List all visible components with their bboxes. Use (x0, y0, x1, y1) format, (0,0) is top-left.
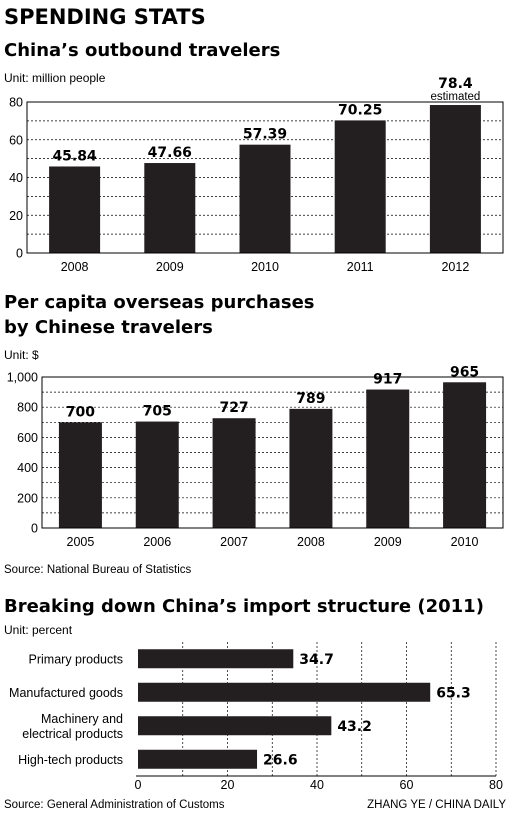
bar (138, 716, 332, 736)
x-tick-label: 2012 (441, 260, 469, 274)
chart2-plot-frame (41, 376, 504, 529)
x-tick-label: 2010 (451, 535, 479, 549)
bar (138, 682, 431, 702)
y-tick-label: 400 (17, 461, 38, 475)
data-label: 789 (296, 391, 325, 407)
data-label: 705 (143, 404, 172, 420)
data-label: 70.25 (338, 102, 382, 118)
chart3-bars (138, 649, 431, 769)
bar (138, 649, 294, 669)
x-tick-label: 2006 (143, 535, 171, 549)
data-label: 78.4 (438, 76, 473, 92)
bar (144, 163, 196, 253)
y-tick-label: 600 (17, 431, 38, 445)
chart1-value-labels: 45.84 47.66 57.39 70.25 78.4 (52, 76, 472, 164)
x-tick-label: 2009 (374, 535, 402, 549)
data-label: 917 (373, 372, 402, 388)
bar (443, 382, 487, 528)
data-label: 700 (66, 404, 95, 420)
x-tick-label: 2009 (156, 260, 184, 274)
data-label: 47.66 (148, 145, 192, 161)
x-tick-label: 0 (135, 778, 142, 792)
category-label: Primary products (29, 652, 123, 666)
chart3-category-labels: Primary products Manufactured goods Machin… (9, 652, 123, 767)
x-tick-label: 2008 (297, 535, 325, 549)
import-structure-chart: Breaking down China’s import structure (… (4, 596, 503, 811)
x-tick-label: 2011 (347, 260, 374, 274)
y-tick-label: 40 (9, 171, 23, 185)
data-label: 727 (219, 400, 248, 416)
category-label: Machinery and (41, 712, 123, 726)
y-tick-label: 0 (16, 247, 23, 261)
chart2-tick-labels: 0 200 400 600 800 1,000 2005 2006 2007 2008 2009 20… (7, 371, 479, 550)
bar (289, 408, 333, 528)
data-label: 26.6 (263, 752, 298, 768)
chart3-unit: Unit: percent (4, 623, 73, 637)
category-label: electrical products (22, 727, 123, 741)
x-tick-label: 60 (400, 778, 414, 792)
chart1-bars (49, 105, 481, 254)
chart1-unit: Unit: million people (4, 71, 106, 85)
y-tick-label: 200 (17, 491, 38, 505)
data-label: 57.39 (243, 127, 287, 143)
x-tick-label: 2010 (251, 260, 279, 274)
data-label: 43.2 (337, 719, 372, 735)
per-capita-purchases-chart: Per capita overseas purchases by Chinese… (4, 292, 504, 576)
chart2-title-line-2: by Chinese travelers (4, 317, 213, 338)
y-tick-label: 1,000 (7, 371, 38, 385)
x-tick-label: 80 (489, 778, 503, 792)
x-tick-label: 20 (221, 778, 235, 792)
bar (49, 166, 101, 253)
bar (212, 418, 256, 528)
x-tick-label: 2005 (67, 535, 95, 549)
data-label: 65.3 (436, 685, 471, 701)
x-tick-label: 2008 (61, 260, 89, 274)
chart2-source: Source: National Bureau of Statistics (4, 564, 192, 576)
bar (429, 105, 481, 254)
bar (135, 421, 179, 528)
chart3-title: Breaking down China’s import structure (… (4, 596, 484, 617)
page-title: SPENDING STATS (4, 5, 206, 29)
bar (334, 120, 386, 253)
chart2-title-line-1: Per capita overseas purchases (4, 292, 315, 313)
chart3-tick-labels: 0 20 40 60 80 (135, 778, 503, 792)
y-tick-label: 60 (9, 133, 23, 147)
chart1-tick-labels: 0 20 40 60 80 2008 2009 2010 2011 2012 (9, 96, 469, 275)
category-label: Manufactured goods (9, 686, 123, 700)
chart3-value-labels: 34.7 65.3 43.2 26.6 (263, 652, 471, 769)
outbound-travelers-chart: China’s outbound travelers Unit: million… (4, 40, 504, 275)
chart2-unit: Unit: $ (4, 348, 39, 362)
data-label: 34.7 (299, 652, 334, 668)
bar (239, 144, 291, 253)
data-label: 965 (450, 364, 479, 380)
y-tick-label: 800 (17, 401, 38, 415)
chart3-source: Source: General Administration of Custom… (4, 799, 225, 811)
chart1-estimated-note: estimated (430, 91, 480, 103)
chart1-title: China’s outbound travelers (4, 40, 280, 61)
chart1-plot-frame (26, 101, 504, 254)
x-tick-label: 2007 (220, 535, 248, 549)
bar (366, 389, 410, 528)
y-tick-label: 20 (9, 209, 23, 223)
bar (58, 422, 102, 528)
category-label: High-tech products (18, 753, 123, 767)
bar (138, 749, 258, 769)
x-tick-label: 40 (310, 778, 324, 792)
y-tick-label: 0 (31, 522, 38, 536)
y-tick-label: 80 (9, 96, 23, 110)
chart2-bars (58, 382, 487, 528)
chart2-value-labels: 700 705 727 789 917 965 (66, 364, 479, 420)
data-label: 45.84 (52, 148, 97, 164)
chart2-gridlines (42, 391, 503, 514)
footer-credit: ZHANG YE / CHINA DAILY (367, 799, 506, 811)
